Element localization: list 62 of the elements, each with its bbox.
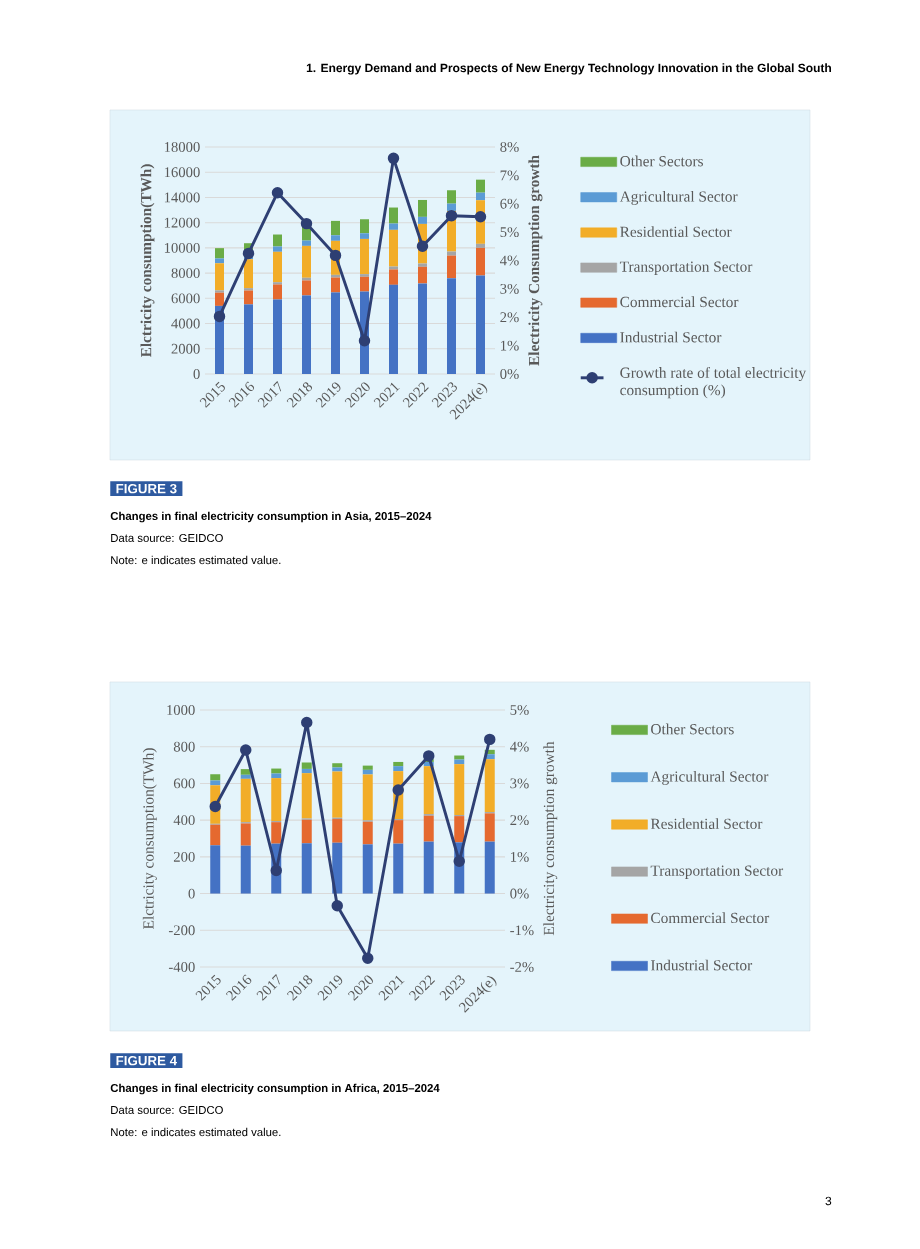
y2-tick-label: 0% — [510, 888, 529, 899]
text: Changes in final electricity consumption in Asia, 2015–2024 — [110, 511, 432, 523]
text: FIGURE 3 — [116, 483, 177, 494]
y2-tick-label: 5% — [500, 227, 519, 238]
source-note: Data source: GEIDCO — [111, 533, 223, 542]
y2-tick-label: 6% — [500, 198, 519, 209]
y2-axis-title: Electricity consumption growth — [543, 741, 558, 936]
y-tick-label: 6000 — [171, 293, 200, 304]
legend-label: Industrial Sector — [620, 331, 722, 343]
y2-tick-label: 0% — [500, 369, 519, 379]
legend-label: Residential Sector — [650, 818, 763, 829]
y-tick-label: 12000 — [164, 217, 200, 228]
y2-tick-label: 2% — [510, 815, 529, 826]
legend-label: Other Sectors — [651, 723, 734, 735]
text: FIGURE 4 — [116, 1055, 178, 1066]
y-tick-label: -200 — [168, 925, 195, 936]
y-tick-label: 14000 — [164, 192, 200, 203]
y2-tick-label: 4% — [510, 741, 529, 752]
legend-label: Transportation Sector — [619, 261, 753, 275]
y-axis-title: Elctricity consumption(TWh) — [142, 748, 157, 929]
legend-label: Agricultural Sector — [619, 190, 738, 205]
y-tick-label: 200 — [173, 851, 195, 862]
text: 1. Energy Demand and Prospects of New Energy Technology Innovation in the Global South — [306, 63, 831, 75]
y-tick-label: 0 — [193, 369, 200, 379]
legend-label: Residential Sector — [620, 226, 732, 237]
y2-tick-label: -2% — [510, 962, 534, 972]
legend-label: Other Sectors — [620, 155, 703, 167]
y2-tick-label: 1% — [501, 340, 519, 351]
y-tick-label: -400 — [168, 962, 195, 972]
text: Changes in final electricity consumption in Africa, 2015–2024 — [110, 1083, 440, 1095]
legend-label: Industrial Sector — [650, 959, 753, 971]
y2-tick-label: 3% — [510, 778, 529, 789]
y-axis-title: Elctricity consumption(TWh) — [140, 164, 155, 358]
y-tick-label: 10000 — [164, 242, 200, 253]
y2-tick-label: 4% — [500, 255, 519, 266]
y-tick-label: 600 — [173, 778, 195, 789]
y-tick-label: 0 — [188, 888, 195, 899]
y-tick-label: 400 — [173, 815, 195, 826]
y2-tick-label: -1% — [510, 925, 534, 936]
legend-label: Commercial Sector — [651, 912, 770, 924]
text: 3 — [825, 1196, 832, 1206]
y-tick-label: 1000 — [167, 705, 195, 715]
source-note: Data source: GEIDCO — [111, 1105, 223, 1114]
y-tick-label: 16000 — [164, 167, 200, 178]
legend-label: Commercial Sector — [620, 296, 739, 308]
legend-label: Agricultural Sector — [650, 770, 769, 785]
y2-tick-label: 8% — [500, 142, 519, 152]
text: Note: e indicates estimated value. — [111, 1127, 281, 1137]
y-tick-label: 800 — [173, 741, 195, 752]
y2-axis-title: Electricity Consumption growth — [528, 155, 543, 366]
y-tick-label: 4000 — [171, 318, 200, 329]
y2-tick-label: 1% — [511, 851, 529, 862]
y2-tick-label: 7% — [500, 170, 519, 181]
y2-tick-label: 5% — [510, 705, 529, 715]
y-tick-label: 8000 — [171, 268, 200, 279]
y-tick-label: 18000 — [164, 142, 200, 152]
y2-tick-label: 3% — [500, 283, 519, 294]
y2-tick-label: 2% — [500, 312, 519, 323]
legend-label: Growth rate of total electricity consumption (%) — [620, 366, 807, 399]
y-tick-label: 2000 — [171, 343, 200, 354]
legend-label: Transportation Sector — [650, 865, 784, 879]
text: Note: e indicates estimated value. — [111, 555, 281, 565]
